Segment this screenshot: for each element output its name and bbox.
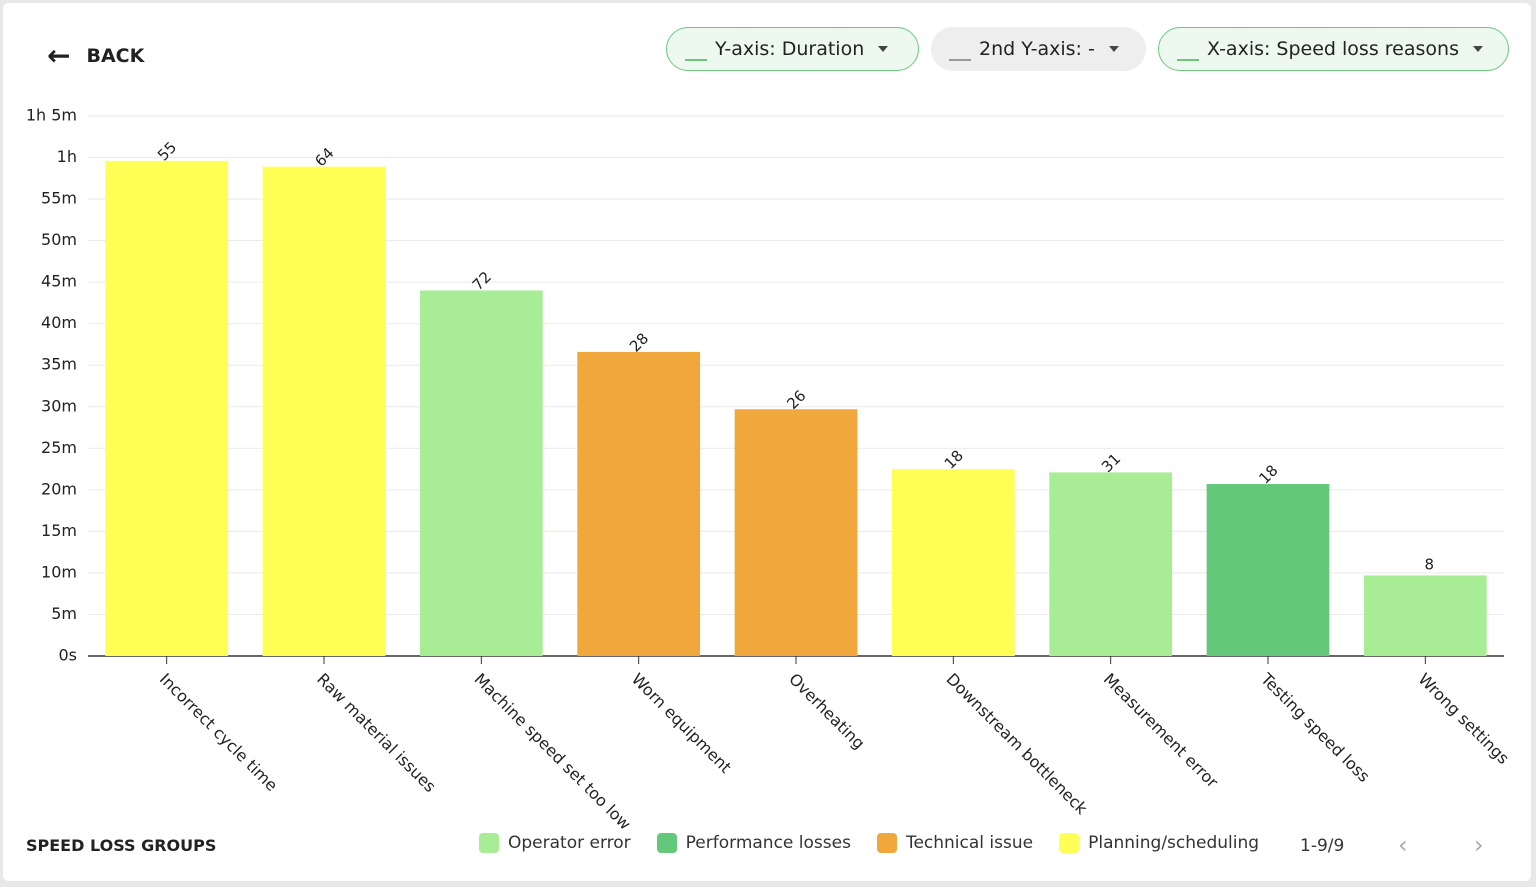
caret: [878, 46, 889, 52]
legend-label: Operator error: [508, 833, 631, 853]
bar: [734, 409, 858, 656]
legend: Operator error Performance losses Technica…: [479, 833, 1259, 853]
legend-label: Planning/scheduling: [1088, 833, 1260, 853]
next-page[interactable]: ›: [1474, 831, 1484, 859]
legend-swatch: [479, 833, 499, 853]
y-tick-label: 35m: [41, 355, 77, 374]
back-button[interactable]: ← BACK: [47, 39, 144, 72]
y-tick-label: 25m: [41, 438, 77, 457]
count-label: 26: [783, 387, 809, 413]
bar: [577, 351, 701, 656]
x-tick-label: Measurement error: [1100, 669, 1222, 791]
icon: [685, 37, 707, 61]
y-tick-label: 10m: [41, 562, 77, 581]
bar: [1206, 484, 1330, 656]
y2-axis-dropdown[interactable]: 2nd Y-axis: -: [931, 27, 1146, 71]
y-axis-dropdown[interactable]: Y-axis: Duration: [666, 27, 919, 71]
icon: [949, 37, 971, 61]
x-tick-label: Raw material issues: [313, 669, 440, 796]
dropdown-label: 2nd Y-axis: -: [979, 38, 1095, 60]
count-label: 64: [311, 144, 337, 170]
y-tick-label: 0s: [58, 646, 77, 665]
legend-label: Performance losses: [685, 833, 851, 853]
y-tick-label: 1h 5m: [26, 106, 77, 125]
caret: [1108, 46, 1119, 52]
pagination: 1-9/9: [1300, 836, 1345, 856]
legend-item[interactable]: Operator error: [479, 833, 631, 853]
count-label: 31: [1098, 450, 1124, 476]
prev-page[interactable]: ‹: [1398, 831, 1408, 859]
count-label: 28: [626, 329, 652, 355]
card: ← BACK Y-axis: Duration 2nd Y-axis: - X-…: [3, 3, 1531, 881]
x-tick-label: Worn equipment: [628, 669, 735, 776]
count-label: 55: [154, 138, 180, 164]
caret: [1472, 46, 1483, 52]
count-label: 18: [941, 446, 967, 472]
y-tick-label: 55m: [41, 189, 77, 208]
y-tick-label: 50m: [41, 230, 77, 249]
y-tick-label: 45m: [41, 272, 77, 291]
back-arrow: ←: [47, 39, 71, 72]
y-tick-label: 5m: [51, 604, 77, 623]
legend-label: Technical issue: [905, 833, 1034, 853]
x-axis-dropdown[interactable]: X-axis: Speed loss reasons: [1158, 27, 1509, 71]
count-label: 18: [1255, 461, 1281, 487]
bar: [419, 290, 543, 656]
y-tick-label: 20m: [41, 479, 77, 498]
x-tick-label: Wrong settings: [1415, 669, 1514, 768]
legend-item[interactable]: Technical issue: [876, 833, 1034, 853]
x-tick-label: Testing speed loss: [1256, 669, 1373, 786]
legend-item[interactable]: Planning/scheduling: [1059, 833, 1259, 853]
dropdown-label: Y-axis: Duration: [715, 38, 865, 60]
legend-title: SPEED LOSS GROUPS: [26, 836, 217, 855]
bar: [105, 160, 229, 656]
legend-item[interactable]: Performance losses: [656, 833, 851, 853]
bar: [1049, 472, 1173, 656]
dropdown-label: X-axis: Speed loss reasons: [1207, 38, 1459, 60]
x-tick-label: Overheating: [785, 669, 868, 752]
back-label: BACK: [86, 44, 145, 67]
bar: [1363, 575, 1487, 656]
x-tick-label: Incorrect cycle time: [156, 669, 282, 795]
bar: [262, 166, 386, 656]
icon: [1177, 37, 1199, 61]
count-label: 72: [469, 268, 495, 294]
y-tick-label: 40m: [41, 313, 77, 332]
x-tick-label: Machine speed set too low: [471, 669, 635, 833]
legend-swatch: [876, 833, 897, 853]
y-tick-label: 15m: [41, 521, 77, 540]
y-tick-label: 30m: [41, 396, 77, 415]
legend-swatch: [1059, 833, 1080, 853]
y-tick-label: 1h: [57, 147, 77, 166]
count-label: 8: [1425, 555, 1435, 573]
bar: [891, 469, 1015, 656]
legend-swatch: [656, 833, 677, 853]
x-tick-label: Downstream bottleneck: [943, 669, 1092, 818]
